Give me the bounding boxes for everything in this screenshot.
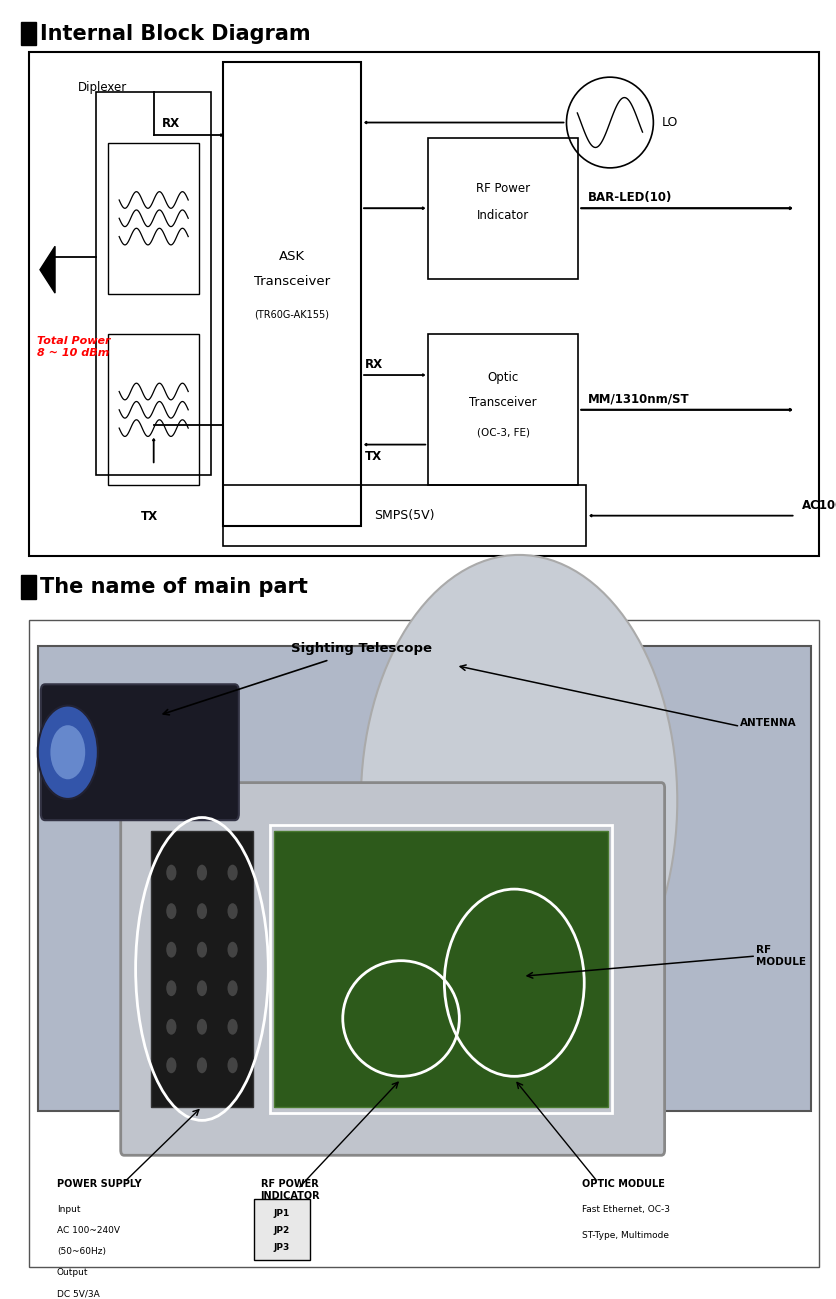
Text: (OC-3, FE): (OC-3, FE) (477, 427, 530, 438)
Text: RF
MODULE: RF MODULE (756, 946, 806, 966)
Bar (29, 52, 819, 556)
Text: Sighting Telescope: Sighting Telescope (291, 642, 431, 655)
Text: JP2: JP2 (274, 1226, 290, 1235)
Text: LO: LO (662, 116, 678, 129)
Circle shape (361, 555, 677, 1047)
Text: Transceiver: Transceiver (470, 396, 537, 409)
Text: (50~60Hz): (50~60Hz) (57, 1247, 106, 1256)
Circle shape (196, 1018, 207, 1035)
Bar (21, 575, 36, 599)
Text: RX: RX (365, 359, 384, 372)
Text: Internal Block Diagram: Internal Block Diagram (40, 23, 311, 44)
Circle shape (227, 942, 237, 957)
FancyBboxPatch shape (120, 782, 665, 1155)
FancyBboxPatch shape (41, 685, 239, 820)
Text: Input: Input (57, 1205, 80, 1215)
Bar (270, 825, 612, 1113)
Polygon shape (40, 247, 55, 294)
Circle shape (166, 903, 176, 920)
Circle shape (38, 705, 98, 799)
Bar (254, 1199, 309, 1260)
Circle shape (166, 1057, 176, 1073)
Text: JP1: JP1 (274, 1209, 290, 1218)
Bar (21, 22, 36, 45)
Text: ASK: ASK (279, 249, 305, 262)
Text: OPTIC MODULE: OPTIC MODULE (582, 1179, 665, 1189)
Bar (29, 620, 819, 1267)
Bar (223, 62, 361, 526)
Text: POWER SUPPLY: POWER SUPPLY (57, 1179, 141, 1189)
Circle shape (166, 981, 176, 996)
Bar (109, 334, 199, 486)
Text: AC 100~240V: AC 100~240V (57, 1226, 120, 1235)
Circle shape (166, 942, 176, 957)
Bar (96, 92, 211, 475)
Text: SMPS(5V): SMPS(5V) (375, 509, 435, 522)
Bar (223, 486, 586, 546)
Text: RX: RX (162, 117, 181, 130)
Bar (151, 831, 253, 1107)
Circle shape (196, 1057, 207, 1073)
Circle shape (227, 903, 237, 920)
Bar (428, 138, 579, 279)
Circle shape (227, 865, 237, 881)
Circle shape (196, 903, 207, 920)
Bar (428, 334, 579, 486)
Circle shape (196, 942, 207, 957)
Text: RF POWER
INDICATOR: RF POWER INDICATOR (260, 1179, 320, 1200)
Text: RF Power: RF Power (477, 182, 530, 195)
Text: (TR60G-AK155): (TR60G-AK155) (254, 309, 329, 320)
Circle shape (166, 1018, 176, 1035)
Circle shape (196, 865, 207, 881)
Text: Fast Ethernet, OC-3: Fast Ethernet, OC-3 (582, 1205, 670, 1215)
Text: Optic: Optic (487, 370, 519, 383)
Text: Output: Output (57, 1268, 89, 1277)
Circle shape (227, 1057, 237, 1073)
Text: BAR-LED(10): BAR-LED(10) (589, 191, 673, 204)
Text: MM/1310nm/ST: MM/1310nm/ST (589, 392, 690, 405)
Text: TX: TX (141, 511, 158, 523)
Text: Transceiver: Transceiver (254, 275, 330, 288)
Text: JP3: JP3 (274, 1243, 290, 1252)
Bar (38, 646, 811, 1111)
Text: Total Power
8 ~ 10 dBm: Total Power 8 ~ 10 dBm (37, 336, 110, 357)
Bar (109, 143, 199, 294)
Text: DC 5V/3A: DC 5V/3A (57, 1289, 99, 1298)
Circle shape (227, 1018, 237, 1035)
Circle shape (166, 865, 176, 881)
Text: Diplexer: Diplexer (79, 81, 128, 94)
Text: The name of main part: The name of main part (40, 577, 308, 598)
Circle shape (196, 981, 207, 996)
Text: TX: TX (365, 449, 382, 462)
Text: AC100-240V: AC100-240V (803, 499, 836, 512)
Text: Indicator: Indicator (477, 209, 529, 222)
Circle shape (50, 725, 85, 779)
Text: ST-Type, Multimode: ST-Type, Multimode (582, 1231, 670, 1241)
Circle shape (227, 981, 237, 996)
Bar (274, 831, 608, 1107)
Text: ANTENNA: ANTENNA (740, 718, 797, 729)
